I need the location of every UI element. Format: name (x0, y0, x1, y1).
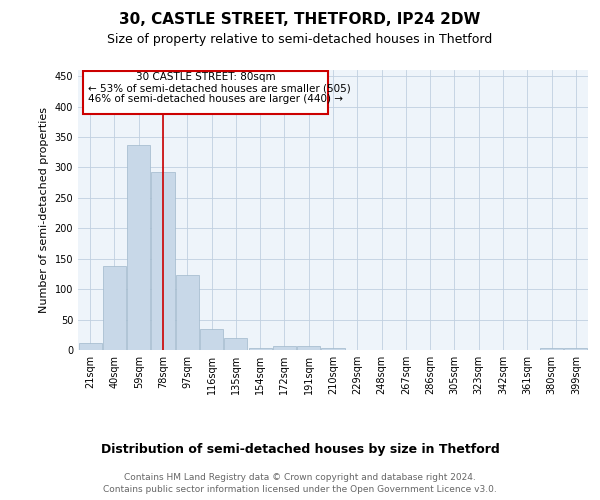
Bar (151, 172, 175, 350)
FancyBboxPatch shape (83, 71, 328, 115)
Text: 30 CASTLE STREET: 80sqm: 30 CASTLE STREET: 80sqm (136, 72, 275, 83)
Bar (248, 348, 272, 350)
Text: Size of property relative to semi-detached houses in Thetford: Size of property relative to semi-detach… (107, 32, 493, 46)
Text: ← 53% of semi-detached houses are smaller (505): ← 53% of semi-detached houses are smalle… (88, 84, 350, 94)
Bar (103, 266, 126, 350)
Bar (322, 348, 344, 350)
Y-axis label: Number of semi-detached properties: Number of semi-detached properties (39, 107, 49, 313)
Bar (297, 346, 320, 350)
Bar (273, 346, 296, 350)
Text: Distribution of semi-detached houses by size in Thetford: Distribution of semi-detached houses by … (101, 442, 499, 456)
Bar (176, 275, 199, 350)
Text: 46% of semi-detached houses are larger (440) →: 46% of semi-detached houses are larger (… (88, 94, 343, 104)
Bar (79, 344, 101, 350)
Bar (200, 330, 223, 350)
Bar (540, 348, 563, 350)
Text: Contains public sector information licensed under the Open Government Licence v3: Contains public sector information licen… (103, 485, 497, 494)
Text: 30, CASTLE STREET, THETFORD, IP24 2DW: 30, CASTLE STREET, THETFORD, IP24 2DW (119, 12, 481, 28)
Bar (127, 146, 150, 350)
Bar (224, 338, 247, 350)
Text: Contains HM Land Registry data © Crown copyright and database right 2024.: Contains HM Land Registry data © Crown c… (124, 472, 476, 482)
Bar (565, 348, 587, 350)
